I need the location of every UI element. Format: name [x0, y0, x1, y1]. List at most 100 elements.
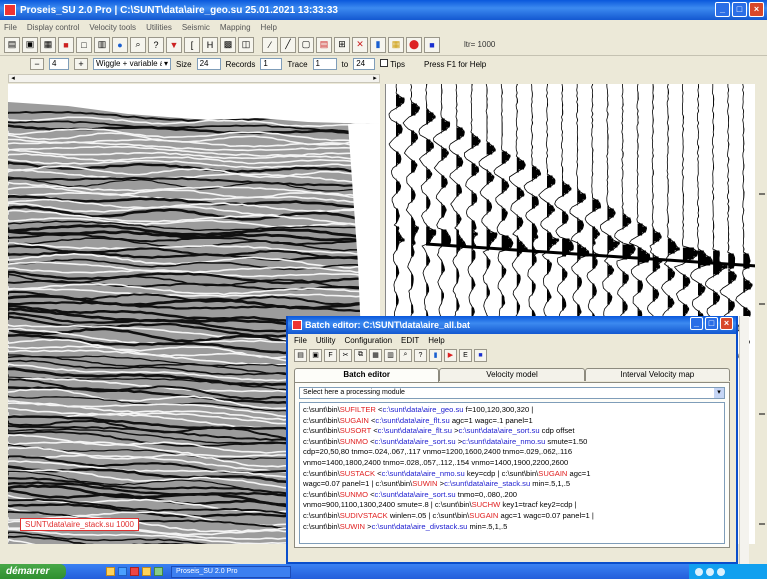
script-line[interactable]: cdp=20,50,80 tnmo=.024,.067,.117 vnmo=12… [303, 447, 721, 458]
help-file-icon[interactable]: ? [414, 349, 427, 362]
maximize-button[interactable]: □ [732, 2, 747, 17]
save-file-icon[interactable]: ▣ [309, 349, 322, 362]
chart-icon[interactable]: ▮ [429, 349, 442, 362]
menu-display-control[interactable]: Display control [27, 23, 79, 32]
page-input[interactable]: 4 [49, 58, 69, 70]
processing-module-select[interactable]: Select here a processing module ▾ [299, 387, 725, 399]
folder-icon[interactable] [106, 567, 115, 576]
script-line[interactable]: c:\sunt\bin\SUDIVSTACK winlen=.05 | c:\s… [303, 511, 721, 522]
records-input[interactable]: 1 [260, 58, 282, 70]
script-line[interactable]: c:\sunt\bin\SUSTACK <c:\sunt\data\aire_n… [303, 469, 721, 480]
window-icon[interactable]: ⊞ [334, 37, 350, 53]
script-line[interactable]: vnmo=900,1100,1300,2400 smute=.8 | c:\su… [303, 500, 721, 511]
font-icon[interactable]: F [324, 349, 337, 362]
frame-icon[interactable]: □ [76, 37, 92, 53]
size-input[interactable]: 24 [197, 58, 221, 70]
run-icon[interactable]: ▶ [444, 349, 457, 362]
stop-icon[interactable]: ■ [474, 349, 487, 362]
record-icon[interactable]: ■ [58, 37, 74, 53]
stop-icon[interactable]: ⬤ [406, 37, 422, 53]
menu-velocity-tools[interactable]: Velocity tools [89, 23, 136, 32]
paste-icon[interactable]: ▦ [369, 349, 382, 362]
trace-input[interactable]: 1 [313, 58, 337, 70]
chart-icon[interactable]: ▮ [370, 37, 386, 53]
tab-interval-velocity-map[interactable]: Interval Velocity map [585, 368, 730, 381]
script-line[interactable]: wagc=0.07 panel=1 | c:\sunt\bin\SUWIN >c… [303, 479, 721, 490]
scroll-right-icon[interactable]: ▸ [371, 75, 379, 82]
pick-icon[interactable]: ⁄ [262, 37, 278, 53]
copy-icon[interactable]: ⧉ [354, 349, 367, 362]
script-line[interactable]: c:\sunt\bin\SUWIN >c:\sunt\data\aire_div… [303, 522, 721, 533]
dialog-close-button[interactable]: × [720, 317, 733, 330]
start-button[interactable]: démarrer [0, 564, 66, 579]
delete-icon[interactable]: ✕ [352, 37, 368, 53]
menu-seismic[interactable]: Seismic [182, 23, 210, 32]
menu-utilities[interactable]: Utilities [146, 23, 172, 32]
image-icon[interactable]: ▦ [40, 37, 56, 53]
filter-icon[interactable]: ▤ [316, 37, 332, 53]
hand-icon[interactable]: H [202, 37, 218, 53]
close-button[interactable]: × [749, 2, 764, 17]
search-icon[interactable]: ⌕ [399, 349, 412, 362]
square-icon[interactable]: ■ [424, 37, 440, 53]
dialog-menu-file[interactable]: File [294, 336, 307, 345]
minimize-button[interactable]: _ [715, 2, 730, 17]
dialog-menu-help[interactable]: Help [428, 336, 444, 345]
menu-help[interactable]: Help [261, 23, 277, 32]
new-file-icon[interactable]: ▤ [294, 349, 307, 362]
palette-icon[interactable]: ▦ [388, 37, 404, 53]
grid-icon[interactable]: ▥ [94, 37, 110, 53]
menu-file[interactable]: File [4, 23, 17, 32]
box-icon[interactable]: ▢ [298, 37, 314, 53]
script-line[interactable]: c:\sunt\bin\SUGAIN <c:\sunt\data\aire_fl… [303, 416, 721, 427]
taskbar-item[interactable]: Proseis_SU 2.0 Pro [171, 566, 291, 578]
tab-velocity-model[interactable]: Velocity model [439, 368, 584, 381]
minus-button[interactable]: − [30, 58, 44, 70]
script-text: min=.5,1,.5 [530, 479, 570, 488]
script-line[interactable]: c:\sunt\bin\SUNMO <c:\sunt\data\aire_sor… [303, 490, 721, 501]
view-icon[interactable]: ◫ [238, 37, 254, 53]
help-icon[interactable]: ? [148, 37, 164, 53]
draw-icon[interactable]: ╱ [280, 37, 296, 53]
dialog-minimize-button[interactable]: _ [690, 317, 703, 330]
tab-batch-editor[interactable]: Batch editor [294, 368, 439, 382]
dialog-menu-utility[interactable]: Utility [316, 336, 336, 345]
plot-icon[interactable]: ▩ [220, 37, 236, 53]
zoom-icon[interactable]: ⌕ [130, 37, 146, 53]
chevron-down-icon[interactable]: ▾ [714, 388, 724, 398]
script-line[interactable]: c:\sunt\bin\SUFILTER <c:\sunt\data\aire_… [303, 405, 721, 416]
app-launch-icon[interactable] [142, 567, 151, 576]
plus-button[interactable]: + [74, 58, 88, 70]
print-icon[interactable]: ▥ [384, 349, 397, 362]
scroll-left-icon[interactable]: ◂ [9, 75, 17, 82]
open-icon[interactable]: ▤ [4, 37, 20, 53]
module-name: SUSTACK [340, 469, 375, 478]
settings-launch-icon[interactable] [154, 567, 163, 576]
horizontal-scrollbar[interactable]: ◂ ▸ [8, 74, 380, 83]
script-line[interactable]: c:\sunt\bin\SUNMO <c:\sunt\data\aire_sor… [303, 437, 721, 448]
security-icon[interactable] [717, 568, 725, 576]
bracket-icon[interactable]: [ [184, 37, 200, 53]
volume-icon[interactable] [695, 568, 703, 576]
edit-icon[interactable]: E [459, 349, 472, 362]
to-input[interactable]: 24 [353, 58, 375, 70]
tips-checkbox[interactable]: Tips [380, 59, 405, 69]
script-line[interactable]: c:\sunt\bin\SUSORT <c:\sunt\data\aire_fl… [303, 426, 721, 437]
marker-icon[interactable]: ▼ [166, 37, 182, 53]
dialog-menu-configuration[interactable]: Configuration [344, 336, 392, 345]
dialog-maximize-button[interactable]: □ [705, 317, 718, 330]
wiggle-mode-select[interactable]: Wiggle + variable area ▾ [93, 58, 171, 70]
globe-icon[interactable]: ● [112, 37, 128, 53]
batch-script-editor[interactable]: c:\sunt\bin\SUFILTER <c:\sunt\data\aire_… [299, 402, 725, 544]
cut-icon[interactable]: ✂ [339, 349, 352, 362]
vertical-scrollbar[interactable] [739, 316, 749, 564]
script-line[interactable]: vnmo=1400,1800,2400 tnmo=.028,.057,.112,… [303, 458, 721, 469]
media-icon[interactable] [130, 567, 139, 576]
menu-mapping[interactable]: Mapping [220, 23, 251, 32]
time-axis-ticks [757, 84, 767, 544]
script-text: vnmo=900,1100,1300,2400 smute=.8 | c:\su… [303, 500, 472, 509]
save-icon[interactable]: ▣ [22, 37, 38, 53]
browser-icon[interactable] [118, 567, 127, 576]
dialog-menu-edit[interactable]: EDIT [401, 336, 419, 345]
network-icon[interactable] [706, 568, 714, 576]
